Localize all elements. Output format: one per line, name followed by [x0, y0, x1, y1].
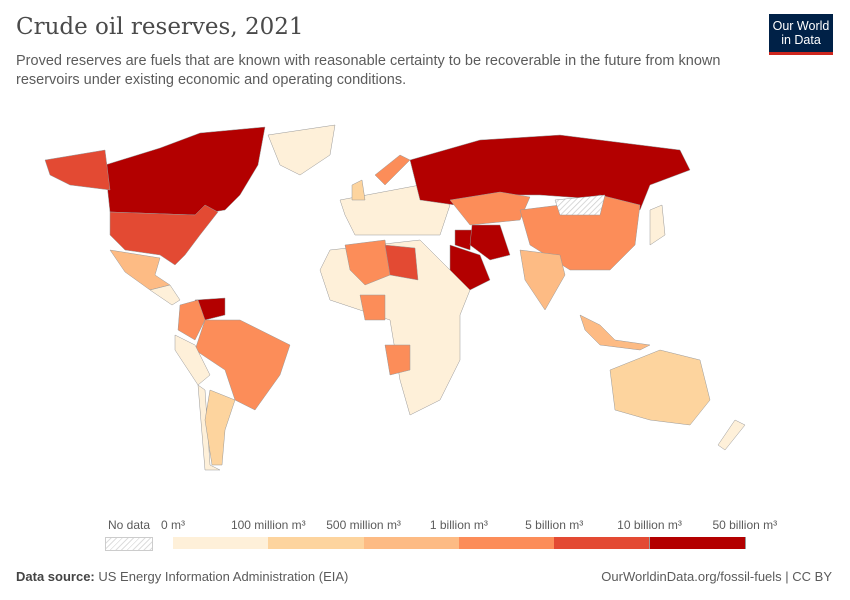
legend-tick-label: 100 million m³ — [230, 518, 306, 532]
country-peru[interactable] — [174, 334, 211, 386]
legend-tick-label: 50 billion m³ — [712, 518, 778, 532]
country-saudi-arabia[interactable] — [449, 244, 491, 291]
country-japan[interactable] — [649, 204, 666, 246]
legend-no-data-label: No data — [107, 518, 151, 532]
legend-no-data-swatch — [105, 537, 153, 551]
country-algeria[interactable] — [344, 239, 391, 286]
country-central-america[interactable] — [149, 284, 181, 306]
country-australia[interactable] — [609, 349, 711, 426]
country-kazakhstan[interactable] — [449, 191, 531, 226]
country-mongolia[interactable] — [554, 194, 606, 216]
country-russia[interactable] — [409, 134, 691, 211]
country-india[interactable] — [519, 249, 566, 311]
world-map — [44, 124, 746, 471]
owid-logo[interactable]: Our World in Data — [769, 14, 833, 55]
country-new-zealand[interactable] — [717, 419, 746, 451]
country-indonesia[interactable] — [579, 314, 651, 351]
legend-tick-label: 10 billion m³ — [617, 518, 682, 532]
legend-bin-5[interactable] — [649, 537, 746, 549]
legend-bin-1[interactable] — [268, 537, 365, 549]
source-label: Data source: — [16, 569, 95, 584]
source-url[interactable]: OurWorldinData.org/fossil-fuels | CC BY — [601, 569, 832, 584]
legend-bin-2[interactable] — [363, 537, 460, 549]
legend-bin-4[interactable] — [554, 537, 651, 549]
legend-tick-label: 5 billion m³ — [525, 518, 584, 532]
legend: No data 0 m³ 100 million m³ 500 million m³… — [0, 515, 850, 555]
country-colombia[interactable] — [177, 299, 206, 341]
country-greenland[interactable] — [267, 124, 336, 176]
country-mexico[interactable] — [109, 249, 171, 291]
country-africa-other-[interactable] — [319, 239, 471, 416]
legend-bin-0[interactable] — [173, 537, 270, 549]
country-canada[interactable] — [104, 126, 266, 216]
country-united-states[interactable] — [44, 149, 219, 266]
country-libya[interactable] — [384, 244, 419, 281]
country-angola[interactable] — [384, 344, 411, 376]
country-nigeria[interactable] — [359, 294, 386, 321]
legend-tick-label: 1 billion m³ — [429, 518, 488, 532]
legend-tick-label: 500 million m³ — [326, 518, 401, 532]
data-source: Data source: US Energy Information Admin… — [16, 569, 348, 584]
country-norway[interactable] — [374, 154, 411, 186]
page-title: Crude oil reserves, 2021 — [16, 14, 304, 40]
country-iraq[interactable] — [454, 229, 473, 251]
legend-tick-label: 0 m³ — [161, 518, 185, 532]
legend-bin-3[interactable] — [458, 537, 556, 549]
subtitle: Proved reserves are fuels that are known… — [16, 53, 721, 88]
country-argentina[interactable] — [204, 389, 236, 466]
country-brazil[interactable] — [194, 319, 291, 411]
source-text: US Energy Information Administration (EI… — [98, 569, 349, 584]
country-united-kingdom[interactable] — [351, 179, 366, 201]
country-iran[interactable] — [469, 224, 511, 261]
country-chile[interactable] — [197, 384, 221, 471]
